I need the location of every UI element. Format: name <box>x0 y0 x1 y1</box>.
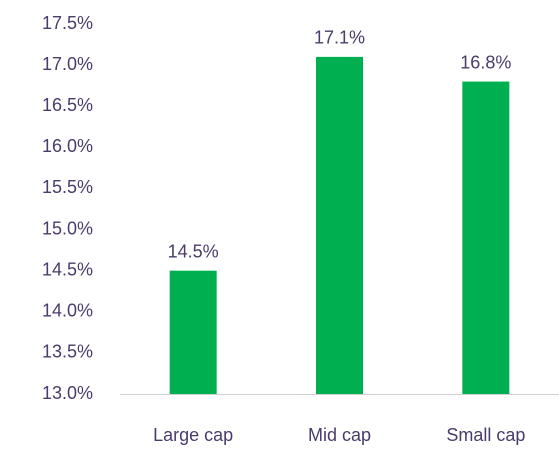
bar <box>316 56 363 395</box>
y-axis-tick-labels: 13.0% 13.5% 14.0% 14.5% 15.0% 15.5% 16.0% 16.5%… <box>42 13 93 403</box>
bar-value-labels: 14.5% 17.1% 16.8% <box>168 28 512 262</box>
y-tick-label: 15.0% <box>42 218 93 238</box>
y-tick-label: 16.5% <box>42 95 93 115</box>
y-tick-label: 13.5% <box>42 342 93 362</box>
bars <box>169 56 510 395</box>
y-tick-label: 16.0% <box>42 136 93 156</box>
bar <box>169 270 217 394</box>
x-axis-tick-labels: Large cap Mid cap Small cap <box>153 425 525 445</box>
bar-value-label: 16.8% <box>460 52 511 72</box>
y-tick-label: 14.5% <box>42 259 93 279</box>
bar-value-label: 14.5% <box>168 241 219 261</box>
y-tick-label: 17.5% <box>42 13 93 33</box>
bar-value-label: 17.1% <box>314 28 365 48</box>
y-tick-label: 13.0% <box>42 383 93 403</box>
bar <box>462 81 510 395</box>
y-tick-label: 17.0% <box>42 54 93 74</box>
x-tick-label: Small cap <box>446 425 525 445</box>
x-tick-label: Mid cap <box>308 425 371 445</box>
y-tick-label: 15.5% <box>42 177 93 197</box>
y-tick-label: 14.0% <box>42 301 93 321</box>
x-tick-label: Large cap <box>153 425 233 445</box>
